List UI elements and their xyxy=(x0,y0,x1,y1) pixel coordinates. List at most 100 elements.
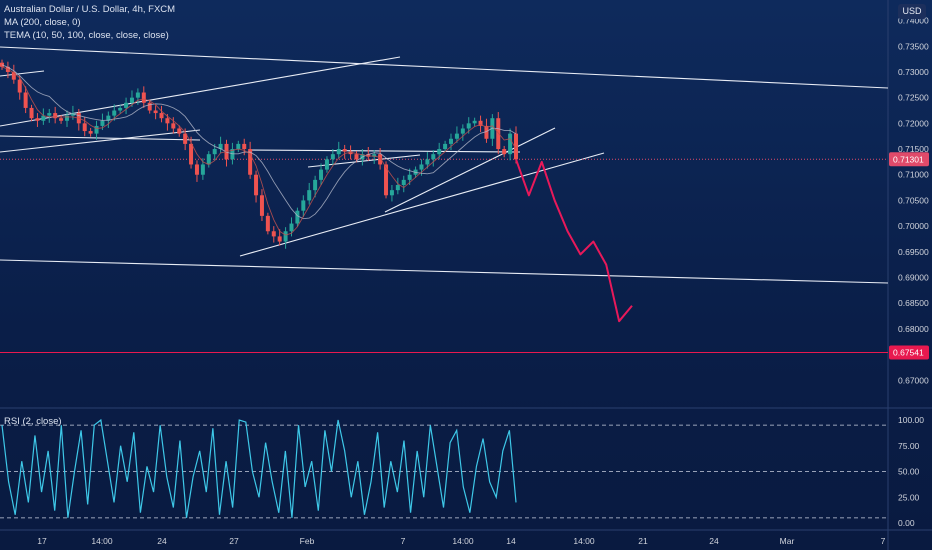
candle-body xyxy=(478,120,483,126)
time-tick-label: 27 xyxy=(229,536,239,546)
currency-button[interactable]: USD xyxy=(898,4,926,19)
candle-body xyxy=(313,179,318,191)
candle-body xyxy=(395,185,400,191)
candle-body xyxy=(431,154,436,160)
time-tick-label: 14:00 xyxy=(452,536,474,546)
candle-body xyxy=(17,79,22,93)
candle-body xyxy=(59,118,64,121)
candle-body xyxy=(23,92,28,108)
candle-body xyxy=(200,164,205,175)
candle-body xyxy=(301,200,306,211)
candle xyxy=(366,146,371,161)
candle xyxy=(94,120,99,140)
candle-body xyxy=(319,169,324,180)
trend-line xyxy=(249,149,521,153)
candle xyxy=(248,141,253,179)
candle-body xyxy=(94,125,99,134)
candle-body xyxy=(218,143,223,150)
candle-body xyxy=(372,154,377,157)
candle-body xyxy=(112,110,117,116)
candle-body xyxy=(153,110,158,114)
candle xyxy=(307,182,312,205)
candle xyxy=(454,126,459,143)
candle-body xyxy=(514,133,518,160)
candle xyxy=(342,144,347,159)
candle-body xyxy=(35,118,40,121)
candle xyxy=(330,149,335,166)
candle xyxy=(11,64,16,84)
candle-body xyxy=(53,113,58,119)
candle-body xyxy=(407,174,412,180)
candle-body xyxy=(106,115,111,121)
candle xyxy=(206,151,211,168)
candle-body xyxy=(295,210,300,224)
candle xyxy=(472,117,477,127)
candle xyxy=(484,118,489,143)
tema-line xyxy=(1,66,517,236)
candle-body xyxy=(177,128,182,134)
time-tick-label: Feb xyxy=(300,536,315,546)
rsi-indicator-label[interactable]: RSI (2, close) xyxy=(4,416,62,427)
candle xyxy=(478,115,483,133)
time-tick-label: 14:00 xyxy=(573,536,595,546)
candle-body xyxy=(265,215,270,232)
rsi-line xyxy=(1,418,517,518)
candle-body xyxy=(47,113,52,116)
candle-body xyxy=(147,102,152,111)
price-tick-label: 0.72000 xyxy=(898,118,929,128)
candle-body xyxy=(336,149,341,155)
candle-body xyxy=(342,149,347,152)
candle xyxy=(159,105,164,123)
trend-line xyxy=(0,135,201,141)
candle-body xyxy=(384,164,389,196)
candle xyxy=(265,212,270,235)
candle-body xyxy=(389,190,394,196)
candle-body xyxy=(449,138,454,144)
current-price-tag-text: 0.71301 xyxy=(893,154,924,164)
tema-indicator-label[interactable]: TEMA (10, 50, 100, close, close, close) xyxy=(4,30,169,41)
price-tick-label: 0.70500 xyxy=(898,195,929,205)
candle xyxy=(449,133,454,151)
candle-body xyxy=(88,131,93,134)
candle-body xyxy=(401,179,406,186)
candle xyxy=(259,189,264,221)
time-tick-label: 14 xyxy=(506,536,516,546)
symbol-title: Australian Dollar / U.S. Dollar, 4h, FXC… xyxy=(4,4,176,15)
time-tick-label: 24 xyxy=(709,536,719,546)
candle-body xyxy=(330,154,335,160)
price-tick-label: 0.68500 xyxy=(898,298,929,308)
candle xyxy=(460,124,465,141)
candle-body xyxy=(354,154,359,160)
candle xyxy=(47,108,52,123)
candle-body xyxy=(466,123,471,129)
trend-line xyxy=(0,70,45,77)
candle xyxy=(271,226,276,243)
candle-body xyxy=(502,149,507,155)
candle xyxy=(502,145,507,158)
candle-body xyxy=(194,164,199,175)
candle-body xyxy=(454,133,459,139)
candle-body xyxy=(443,143,448,150)
time-tick-label: 17 xyxy=(37,536,47,546)
trend-line xyxy=(0,129,201,153)
candle-body xyxy=(70,113,75,116)
time-tick-label: 24 xyxy=(157,536,167,546)
candle-body xyxy=(82,123,87,132)
candle xyxy=(319,163,324,186)
candle xyxy=(324,156,329,173)
ma-indicator-label[interactable]: MA (200, close, 0) xyxy=(4,17,81,28)
candle xyxy=(218,136,223,154)
candle-body xyxy=(254,174,259,196)
candle xyxy=(171,117,176,134)
price-tick-label: 0.69000 xyxy=(898,273,929,283)
candle xyxy=(254,170,259,203)
time-tick-label: 7 xyxy=(881,536,886,546)
trend-line xyxy=(0,259,889,284)
candle-body xyxy=(165,118,170,124)
candle-body xyxy=(135,92,140,98)
rsi-tick-label: 100.00 xyxy=(898,415,924,425)
candle-body xyxy=(324,159,329,170)
candle-body xyxy=(124,102,129,108)
candle xyxy=(177,125,182,137)
